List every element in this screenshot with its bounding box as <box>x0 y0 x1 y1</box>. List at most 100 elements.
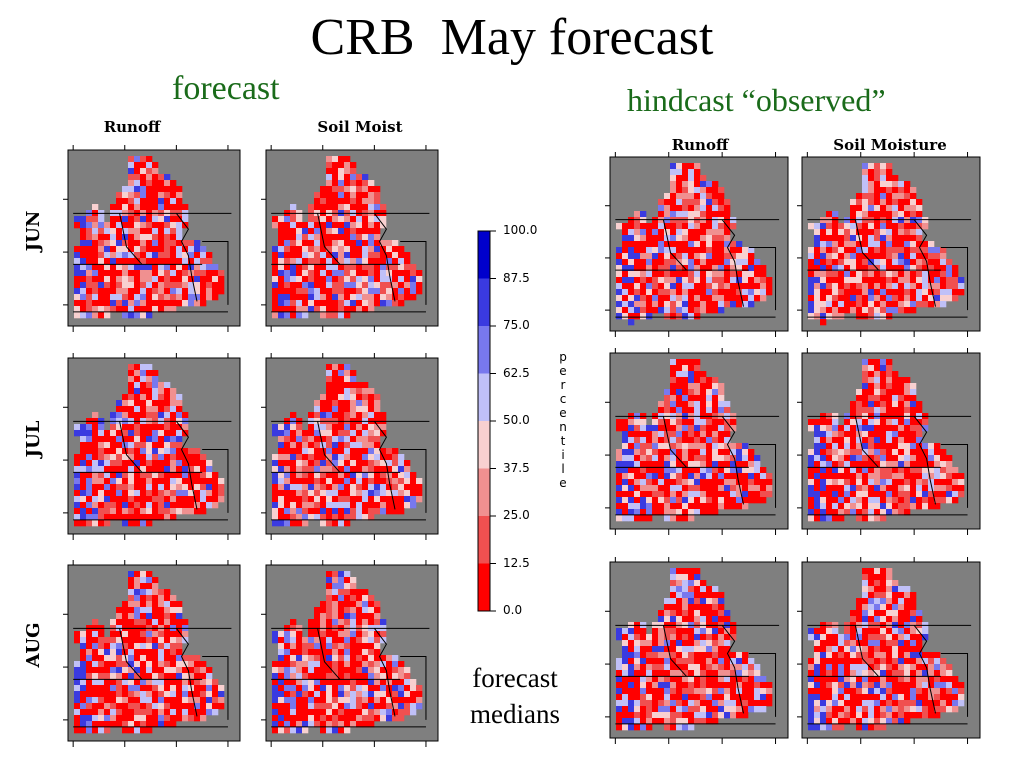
grid-cell <box>182 472 189 479</box>
state-boundary <box>400 656 427 720</box>
grid-cell <box>910 419 917 426</box>
grid-cell <box>122 472 129 479</box>
grid-cell <box>892 401 899 408</box>
grid-cell <box>356 430 363 437</box>
grid-cell <box>74 637 81 644</box>
grid-cell <box>164 514 171 521</box>
grid-cell <box>158 490 165 497</box>
grid-cell <box>706 301 713 308</box>
grid-cell <box>820 419 827 426</box>
grid-cell <box>934 259 941 266</box>
grid-cell <box>308 496 315 503</box>
grid-cell <box>308 502 315 509</box>
grid-cell <box>80 502 87 509</box>
grid-cell <box>338 364 345 371</box>
grid-cell <box>868 431 875 438</box>
grid-cell <box>362 394 369 401</box>
grid-cell <box>344 454 351 461</box>
grid-cell <box>700 634 707 641</box>
grid-cell <box>862 491 869 498</box>
grid-cell <box>92 264 99 271</box>
grid-cell <box>110 448 117 455</box>
grid-cell <box>850 301 857 308</box>
grid-cell <box>910 307 917 314</box>
grid-cell <box>868 265 875 272</box>
grid-cell <box>670 187 677 194</box>
grid-cell <box>718 431 725 438</box>
grid-cell <box>868 295 875 302</box>
grid-cell <box>676 407 683 414</box>
grid-cell <box>850 253 857 260</box>
grid-cell <box>622 437 629 444</box>
grid-cell <box>862 407 869 414</box>
grid-cell <box>640 449 647 456</box>
grid-cell <box>296 508 303 515</box>
grid-cell <box>628 431 635 438</box>
grid-cell <box>850 289 857 296</box>
grid-cell <box>946 265 953 272</box>
grid-cell <box>278 430 285 437</box>
grid-cell <box>724 235 731 242</box>
grid-cell <box>350 514 357 521</box>
grid-cell <box>86 502 93 509</box>
grid-cell <box>74 484 81 491</box>
grid-cell <box>940 283 947 290</box>
grid-cell <box>80 270 87 277</box>
grid-cell <box>868 211 875 218</box>
grid-cell <box>134 595 141 602</box>
grid-cell <box>320 222 327 229</box>
grid-cell <box>98 673 105 680</box>
grid-cell <box>634 443 641 450</box>
grid-cell <box>850 443 857 450</box>
grid-cell <box>92 619 99 626</box>
grid-cell <box>176 643 183 650</box>
grid-cell <box>838 223 845 230</box>
grid-cell <box>158 436 165 443</box>
grid-cell <box>362 294 369 301</box>
grid-cell <box>404 685 411 692</box>
grid-cell <box>134 174 141 181</box>
grid-cell <box>362 448 369 455</box>
grid-cell <box>326 436 333 443</box>
grid-cell <box>86 270 93 277</box>
grid-cell <box>278 703 285 710</box>
grid-cell <box>868 425 875 432</box>
grid-cell <box>622 425 629 432</box>
grid-cell <box>320 234 327 241</box>
grid-cell <box>640 313 647 320</box>
grid-cell <box>152 382 159 389</box>
grid-cell <box>86 715 93 722</box>
grid-cell <box>892 491 899 498</box>
grid-cell <box>212 691 219 698</box>
grid-cell <box>278 300 285 307</box>
grid-cell <box>122 703 129 710</box>
grid-cell <box>92 246 99 253</box>
grid-cell <box>826 473 833 480</box>
grid-cell <box>670 467 677 474</box>
grid-cell <box>916 217 923 224</box>
grid-cell <box>886 395 893 402</box>
grid-cell <box>682 646 689 653</box>
grid-cell <box>742 277 749 284</box>
grid-cell <box>218 697 225 704</box>
grid-cell <box>164 282 171 289</box>
grid-cell <box>910 491 917 498</box>
grid-cell <box>338 631 345 638</box>
grid-cell <box>874 241 881 248</box>
grid-cell <box>404 466 411 473</box>
grid-cell <box>338 721 345 728</box>
grid-cell <box>910 205 917 212</box>
grid-cell <box>188 703 195 710</box>
grid-cell <box>290 631 297 638</box>
grid-cell <box>856 223 863 230</box>
grid-cell <box>688 634 695 641</box>
grid-cell <box>350 306 357 313</box>
grid-cell <box>170 496 177 503</box>
grid-cell <box>194 276 201 283</box>
grid-cell <box>188 709 195 716</box>
grid-cell <box>718 473 725 480</box>
grid-cell <box>176 186 183 193</box>
grid-cell <box>706 640 713 647</box>
grid-cell <box>940 467 947 474</box>
grid-cell <box>676 383 683 390</box>
